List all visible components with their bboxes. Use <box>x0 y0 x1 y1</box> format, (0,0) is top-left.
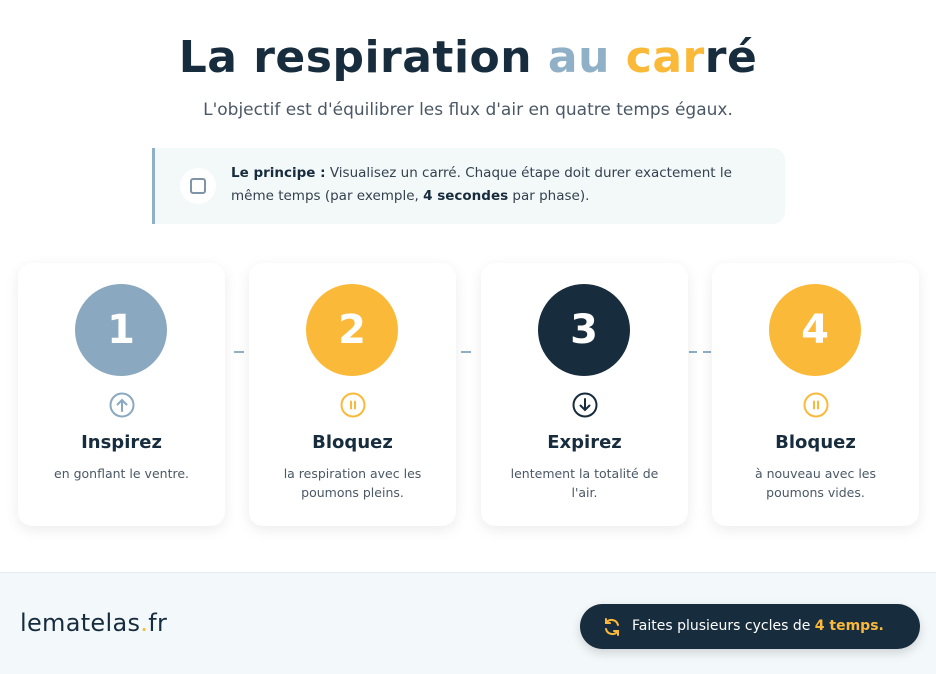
step-card-1: 1 Inspirez en gonflant le ventre. <box>18 263 225 526</box>
callout-text: Le principe : Visualisez un carré. Chaqu… <box>231 162 771 208</box>
logo-main: lematelas <box>20 609 141 637</box>
step-title: Bloquez <box>775 432 856 453</box>
callout-bold: 4 secondes <box>423 188 509 204</box>
pill-end: . <box>878 618 884 634</box>
step-description: la respiration avec les poumons pleins. <box>283 466 422 500</box>
pause-circle-icon <box>340 392 366 418</box>
connector <box>689 351 711 353</box>
step-title: Inspirez <box>81 432 162 453</box>
step-card-2: 2 Bloquez la respiration avec les poumon… <box>249 263 456 526</box>
connector <box>461 351 471 353</box>
square-icon-wrap <box>180 168 216 204</box>
logo-dot: . <box>140 609 149 637</box>
logo: lematelas.fr <box>20 609 167 637</box>
step-title: Bloquez <box>312 432 393 453</box>
step-description: lentement la totalité de l'air. <box>510 466 659 500</box>
callout-text-2: par phase). <box>508 188 590 204</box>
step-description: à nouveau avec les poumons vides. <box>754 466 877 500</box>
title-part: ré <box>704 32 758 83</box>
pill-bold: 4 temps <box>814 618 879 634</box>
logo-tld: fr <box>148 609 168 637</box>
callout-label: Le principe : <box>231 165 326 181</box>
square-icon <box>190 178 206 194</box>
cycles-badge: Faites plusieurs cycles de 4 temps. <box>580 604 920 649</box>
page-title: La respiration au carré <box>0 32 936 83</box>
connector <box>234 351 244 353</box>
pause-circle-icon <box>803 392 829 418</box>
step-card-3: 3 Expirez lentement la totalité de l'air… <box>481 263 688 526</box>
step-description: en gonflant le ventre. <box>54 466 189 481</box>
step-title: Expirez <box>547 432 622 453</box>
footer: lematelas.fr Faites plusieurs cycles de … <box>0 572 936 674</box>
refresh-icon <box>605 618 619 636</box>
callout-text-1: Visualisez un carré. Chaque étape doit d… <box>231 165 732 204</box>
step-number: 2 <box>306 284 398 376</box>
step-number: 1 <box>75 284 167 376</box>
step-number: 3 <box>538 284 630 376</box>
title-part: car <box>625 32 705 83</box>
arrow-up-circle-icon <box>109 392 135 418</box>
step-number: 4 <box>769 284 861 376</box>
step-card-4: 4 Bloquez à nouveau avec les poumons vid… <box>712 263 919 526</box>
title-part: La respiration <box>178 32 548 83</box>
title-part: au <box>547 32 626 83</box>
principle-callout: Le principe : Visualisez un carré. Chaqu… <box>152 148 785 224</box>
subtitle: L'objectif est d'équilibrer les flux d'a… <box>203 100 733 120</box>
arrow-down-circle-icon <box>572 392 598 418</box>
pill-text: Faites plusieurs cycles de <box>632 618 815 634</box>
